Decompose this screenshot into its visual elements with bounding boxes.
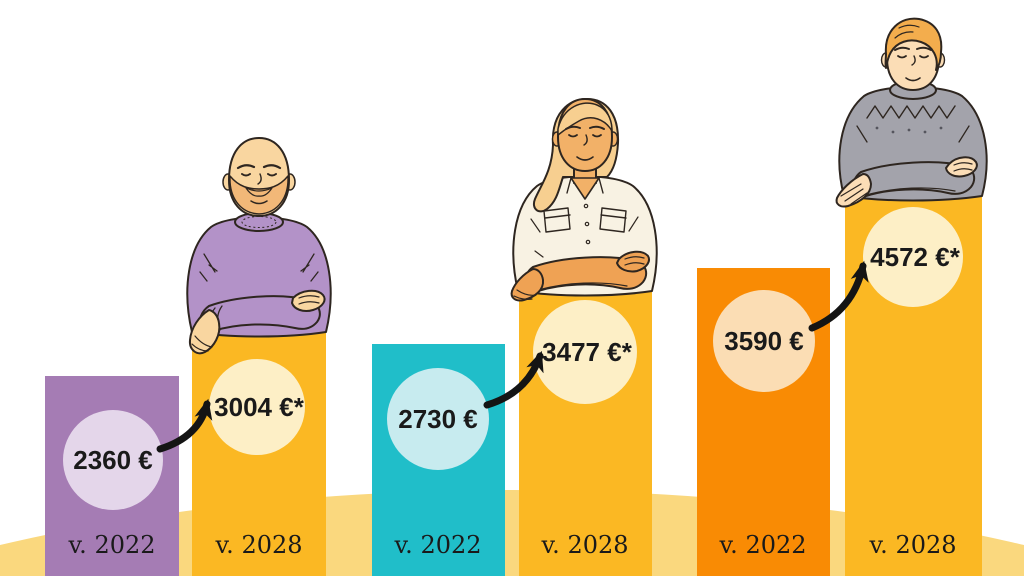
bar-label-2022-pair1: v. 2022 xyxy=(67,531,155,559)
bar-pair-2: 2730 € 3477 €* v. 2022 v. 2028 xyxy=(372,281,652,576)
value-2022-pair3: 3590 € xyxy=(724,326,804,356)
older-woman-hand-top xyxy=(945,156,978,178)
growth-arrow-icon-pair2 xyxy=(483,350,544,409)
woman-face-details xyxy=(565,125,605,161)
woman-shirt-buttons xyxy=(583,203,591,245)
older-woman-hand-draping xyxy=(835,173,872,208)
older-woman-arm-separation xyxy=(865,187,956,196)
bar-pair-3: 3590 € 4572 €* v. 2022 v. 2028 xyxy=(697,186,982,576)
woman-shirt-pockets xyxy=(543,207,627,233)
woman-arm-separation xyxy=(537,282,628,291)
older-woman-hair xyxy=(884,17,943,71)
older-woman-hair-waves xyxy=(894,24,920,39)
older-woman-hand-fingers xyxy=(840,183,868,205)
bar-label-2022-pair3: v. 2022 xyxy=(718,531,806,559)
value-bubble-2028-pair3 xyxy=(863,207,963,307)
woman-shirt-creases xyxy=(530,216,639,258)
value-2028-pair3: 4572 €* xyxy=(870,242,961,272)
woman-hand-top-fingers xyxy=(624,256,645,266)
older-woman-face-details xyxy=(894,46,932,82)
man-hand-dangling-fingers xyxy=(191,335,213,352)
person-older-woman-illustration xyxy=(835,17,988,208)
woman-collar-opening xyxy=(570,177,600,200)
value-2022-pair1: 2360 € xyxy=(73,445,153,475)
older-woman-yoke-ruffle xyxy=(866,105,956,119)
growth-arrow-icon-pair3 xyxy=(808,260,869,332)
bar-label-2028-pair3: v. 2028 xyxy=(868,531,956,559)
man-mustache xyxy=(245,187,273,197)
woman-hand-flat-fingers xyxy=(513,289,537,300)
man-face-details xyxy=(236,164,282,205)
bar-label-2028-pair2: v. 2028 xyxy=(540,531,628,559)
older-woman-hand-top-fingers xyxy=(953,162,973,172)
man-hand-dangling xyxy=(188,309,221,355)
value-2028-pair2: 3477 €* xyxy=(542,337,633,367)
older-woman-sleeve-creases xyxy=(856,125,970,143)
person-woman-illustration xyxy=(510,98,658,302)
bar-label-2022-pair2: v. 2022 xyxy=(393,531,481,559)
woman-collar-lapels xyxy=(566,177,604,194)
value-bubble-2022-pair1 xyxy=(63,410,163,510)
bar-label-2028-pair1: v. 2028 xyxy=(214,531,302,559)
person-man-illustration xyxy=(186,137,332,355)
growth-arrow-icon-pair1 xyxy=(156,398,213,453)
man-hand-top xyxy=(291,289,326,313)
value-bubble-2022-pair2 xyxy=(387,368,489,470)
man-sleeve-creases xyxy=(199,253,319,282)
value-bubble-2022-pair3 xyxy=(713,290,815,392)
bar-pair-1: 2360 € 3004 €* v. 2022 v. 2028 xyxy=(45,322,326,576)
value-bubble-2028-pair2 xyxy=(533,300,637,404)
value-2028-pair1: 3004 €* xyxy=(214,392,305,422)
man-collar-rib xyxy=(241,216,277,228)
older-woman-sweater-dots xyxy=(875,126,943,134)
value-2022-pair2: 2730 € xyxy=(398,404,478,434)
man-hand-top-fingers xyxy=(298,295,320,305)
woman-hand-flat xyxy=(510,268,545,302)
value-bubble-2028-pair1 xyxy=(209,359,305,455)
